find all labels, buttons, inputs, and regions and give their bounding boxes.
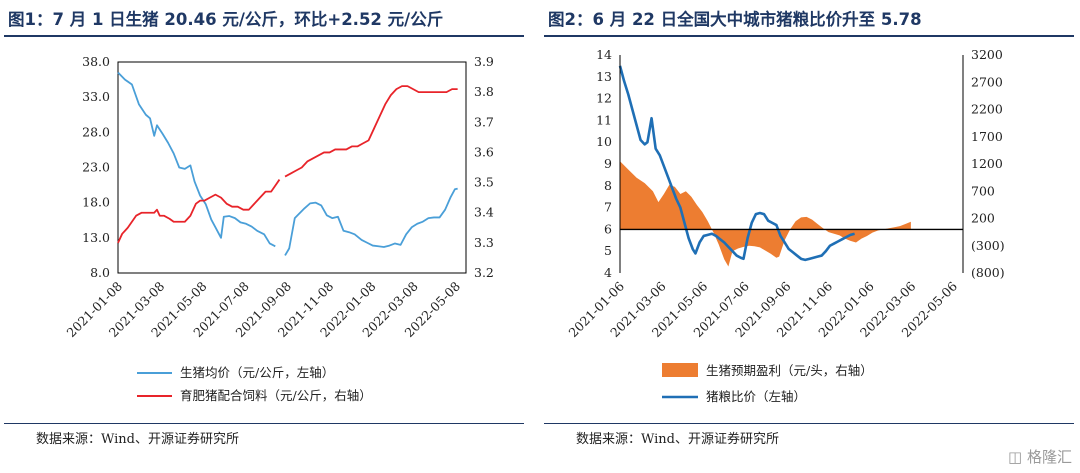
y-left-tick-label: 8.0 — [90, 265, 110, 280]
y-right-tick-label: 700 — [971, 183, 995, 198]
y-left-tick-label: 38.0 — [82, 54, 110, 69]
series-area-profit — [620, 161, 911, 267]
y-left-tick-label: 5 — [604, 243, 612, 258]
title-divider — [4, 35, 524, 37]
footer-divider — [544, 423, 1074, 424]
y-right-tick-label: 3.4 — [474, 205, 494, 220]
series-line-2 — [284, 85, 458, 178]
y-right-tick-label: 3.8 — [474, 84, 494, 99]
y-left-tick-label: 33.0 — [82, 89, 110, 104]
y-right-tick-label: 2700 — [971, 74, 1003, 89]
series-line-2 — [117, 179, 281, 244]
series-line-1 — [117, 71, 276, 248]
series-line-1 — [284, 187, 458, 256]
title-divider — [544, 35, 1074, 37]
y-right-tick-label: 1700 — [971, 129, 1003, 144]
y-left-tick-label: 6 — [604, 221, 612, 236]
watermark-text: 格隆汇 — [1026, 448, 1072, 466]
legend-label: 生猪均价（元/公斤，左轴） — [180, 365, 334, 380]
legend-swatch — [662, 363, 698, 377]
chart-svg: 4 5 6 7 8 9 10 11 12 13 14 (800) (300) 200 700 1200 1700… — [566, 47, 1005, 404]
y-left-tick-label: 18.0 — [82, 195, 110, 210]
y-right-tick-label: 3.2 — [474, 265, 494, 280]
chart-title: 图2：6 月 22 日全国大中城市猪粮比价升至 5.78 — [548, 10, 922, 29]
y-left-tick-label: 8 — [604, 178, 612, 193]
source-note: 数据来源：Wind、开源证券研究所 — [36, 432, 239, 447]
y-left-tick-label: 7 — [604, 200, 612, 215]
footer-divider — [4, 423, 524, 424]
y-right-tick-label: 3.7 — [474, 114, 494, 129]
y-right-tick-label: 3.6 — [474, 144, 494, 159]
plot-frame — [117, 61, 467, 274]
y-left-tick-label: 11 — [596, 112, 612, 127]
chart-title: 图1：7 月 1 日生猪 20.46 元/公斤，环比+2.52 元/公斤 — [8, 10, 444, 29]
watermark-logo: ◫ 格隆汇 — [1008, 446, 1072, 467]
right-chart-panel: 图2：6 月 22 日全国大中城市猪粮比价升至 5.78 4 5 6 7 8 9 10 11 1… — [540, 0, 1080, 473]
y-right-tick-label: 1200 — [971, 156, 1003, 171]
y-left-tick-label: 10 — [596, 134, 612, 149]
y-left-tick-label: 9 — [604, 156, 612, 171]
series-line-2 — [618, 65, 855, 262]
y-right-tick-label: 3.3 — [474, 235, 494, 250]
source-note: 数据来源：Wind、开源证券研究所 — [576, 432, 779, 447]
y-right-tick-label: 200 — [971, 211, 995, 226]
chart-svg: 8.0 13.0 18.0 23.0 28.0 33.0 38.0 3.2 3.3 3.4 3.5 3… — [64, 54, 494, 403]
left-chart-panel: 图1：7 月 1 日生猪 20.46 元/公斤，环比+2.52 元/公斤 8.0… — [0, 0, 530, 473]
y-right-tick-label: 3.5 — [474, 175, 494, 190]
y-right-tick-label: 3.9 — [474, 54, 494, 69]
y-left-tick-label: 12 — [596, 91, 612, 106]
y-right-tick-label: (300) — [971, 238, 1005, 253]
y-left-tick-label: 28.0 — [82, 124, 110, 139]
y-left-tick-label: 13 — [596, 69, 612, 84]
y-left-tick-label: 4 — [604, 265, 612, 280]
y-left-tick-label: 13.0 — [82, 230, 110, 245]
y-left-tick-label: 14 — [596, 47, 612, 62]
y-left-tick-label: 23.0 — [82, 160, 110, 175]
watermark-icon: ◫ — [1008, 448, 1023, 466]
y-right-tick-label: 3200 — [971, 47, 1003, 62]
legend-label: 生猪预期盈利（元/头，右轴） — [706, 363, 873, 378]
y-right-tick-label: 2200 — [971, 102, 1003, 117]
legend-label: 猪粮比价（左轴） — [706, 389, 806, 404]
legend-label: 育肥猪配合饲料（元/公斤，右轴） — [180, 388, 372, 403]
y-right-tick-label: (800) — [971, 265, 1005, 280]
